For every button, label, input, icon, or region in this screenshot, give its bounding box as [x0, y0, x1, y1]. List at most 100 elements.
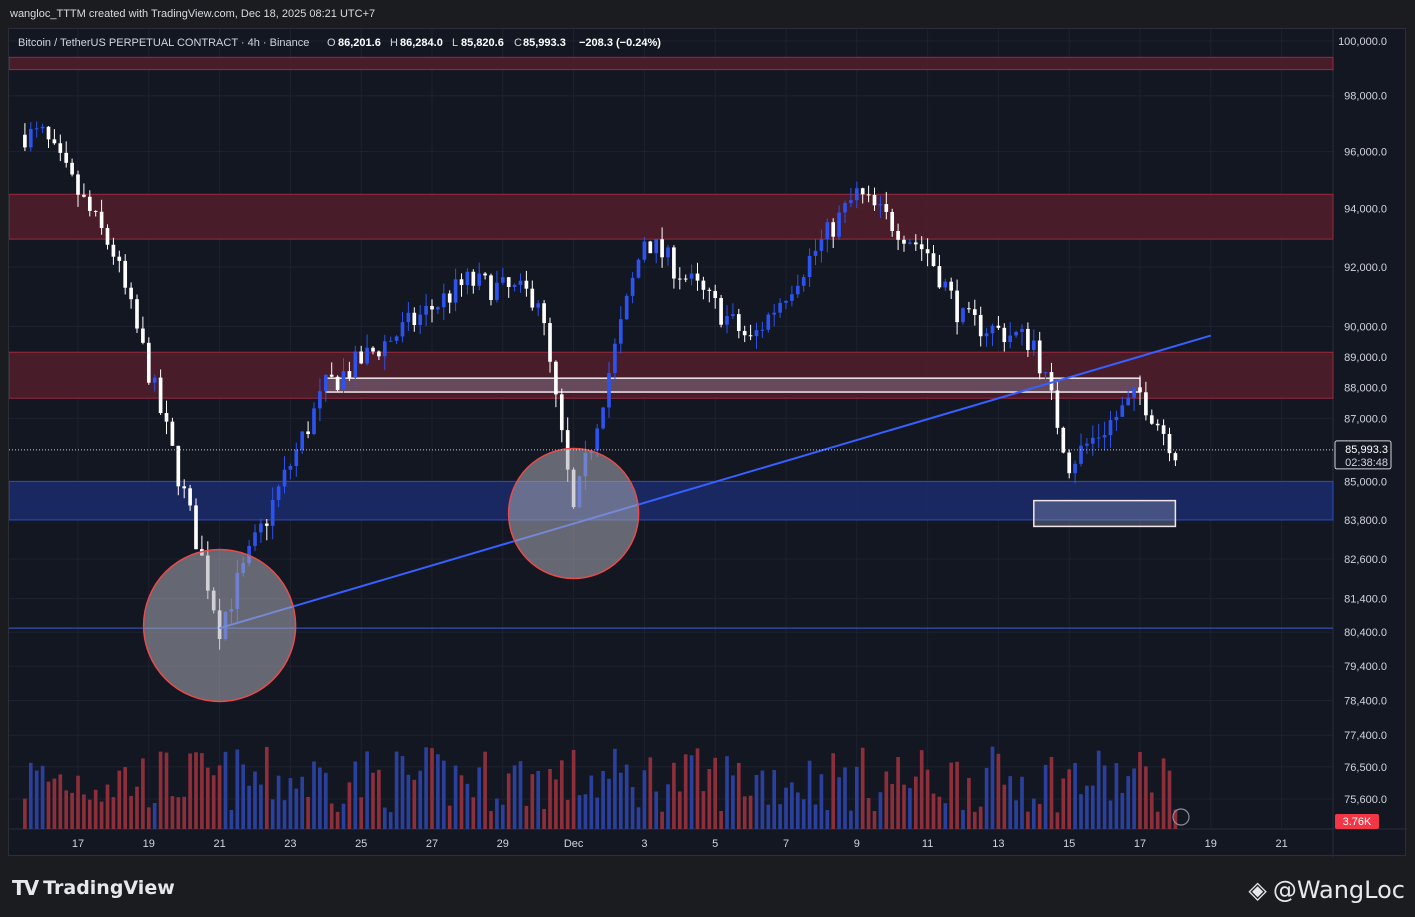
candle-body	[748, 335, 753, 337]
candle-body	[766, 314, 771, 330]
candle-body	[972, 309, 977, 315]
candle-body	[371, 347, 375, 352]
volume-bar	[683, 754, 688, 829]
volume-tag	[1335, 814, 1379, 829]
volume-bar	[967, 777, 971, 829]
candle-body	[677, 278, 682, 280]
candle-body	[76, 174, 80, 195]
volume-bar	[235, 749, 240, 829]
candle-body	[736, 314, 741, 331]
candle-body	[506, 277, 511, 287]
volume-bar	[1026, 811, 1030, 829]
volume-bar	[878, 792, 883, 829]
candle-body	[388, 340, 393, 342]
tradingview-logo-icon: TV	[12, 876, 39, 900]
chart-panel[interactable]: 100,000.0 98,000.0 96,000.0 94,000.0 92,000.…	[8, 28, 1407, 857]
price-tick-label: 88,000.0	[1344, 382, 1387, 394]
volume-bar	[766, 804, 771, 829]
volume-bar	[943, 803, 948, 829]
time-tick-label: 29	[497, 838, 509, 850]
candle-body	[919, 244, 924, 250]
resistance-zone	[9, 193, 1334, 240]
candle-body	[961, 308, 965, 323]
price-tick-label: 98,000.0	[1344, 91, 1387, 103]
candle-body	[731, 314, 735, 317]
footer-bar: TV TradingView ◈ @WangLoc	[0, 860, 1415, 917]
volume-bar	[87, 799, 92, 829]
candle-body	[353, 351, 358, 378]
volume-bar	[1067, 769, 1072, 829]
candle-body	[695, 273, 700, 281]
volume-bar	[412, 779, 417, 829]
volume-bar	[990, 746, 995, 829]
volume-bar	[1031, 798, 1036, 829]
volume-bar	[1008, 776, 1013, 829]
candle-body	[282, 469, 287, 487]
candle-body	[1049, 372, 1054, 391]
credit-text: wangloc_TTTM created with TradingView.co…	[10, 8, 376, 20]
candle-body	[760, 329, 765, 331]
volume-bar	[436, 754, 440, 829]
candle-body	[1149, 415, 1154, 424]
volume-bar	[884, 771, 889, 829]
volume-bar	[99, 801, 104, 829]
candle-body	[1055, 390, 1060, 428]
time-tick-label: 21	[213, 838, 225, 850]
volume-bar	[453, 765, 458, 829]
candle-body	[152, 377, 157, 383]
volume-bar	[978, 806, 983, 829]
volume-bar	[559, 760, 564, 829]
ohlc-o: 86,201.6	[338, 37, 381, 49]
volume-bar	[1120, 792, 1125, 829]
volume-bar	[672, 762, 676, 829]
volume-bar	[400, 756, 405, 829]
candle-body	[754, 330, 759, 337]
lightning-icon	[1172, 808, 1190, 826]
volume-bar	[46, 781, 51, 829]
candle-body	[1037, 340, 1042, 374]
time-tick-label: 15	[1063, 838, 1075, 850]
volume-bar	[441, 760, 446, 829]
candle-body	[28, 128, 33, 148]
time-tick-label: 17	[1134, 838, 1146, 850]
volume-bar	[860, 747, 865, 829]
price-tick-label: 78,400.0	[1344, 695, 1387, 707]
candle-body	[542, 303, 546, 324]
candle-body	[158, 377, 163, 414]
volume-bar	[182, 796, 187, 829]
volume-bar	[731, 775, 735, 829]
tradingview-logo[interactable]: TV TradingView	[12, 876, 175, 900]
candle-body	[937, 266, 942, 288]
candle-body	[884, 204, 889, 212]
candle-body	[412, 312, 417, 325]
candle-body	[613, 343, 617, 373]
volume-bar	[176, 797, 181, 829]
candle-body	[1085, 443, 1089, 446]
candle-body	[630, 277, 635, 296]
volume-bar	[618, 772, 623, 829]
price-chart[interactable]: 100,000.0 98,000.0 96,000.0 94,000.0 92,000.…	[9, 29, 1407, 857]
volume-bar	[1002, 784, 1007, 829]
volume-bar	[489, 811, 493, 829]
volume-bar	[583, 794, 588, 829]
volume-bar	[807, 760, 812, 829]
time-tick-label: 27	[426, 838, 438, 850]
volume-bar	[223, 751, 228, 829]
candle-body	[1002, 327, 1007, 343]
volume-bar	[347, 782, 352, 829]
volume-bar	[164, 752, 169, 829]
volume-bar	[40, 765, 45, 829]
candle-body	[489, 275, 493, 301]
candle-body	[259, 523, 263, 533]
binance-diamond-icon: ◈	[1248, 876, 1267, 904]
candle-body	[447, 293, 452, 303]
candle-body	[164, 413, 169, 422]
candle-body	[908, 242, 912, 244]
volume-bar	[58, 774, 63, 829]
candle-body	[300, 431, 305, 450]
volume-bar	[595, 797, 600, 829]
candle-body	[790, 294, 794, 301]
candle-body	[288, 465, 293, 470]
resistance-zone	[9, 56, 1334, 71]
time-tick-label: 11	[922, 838, 933, 850]
